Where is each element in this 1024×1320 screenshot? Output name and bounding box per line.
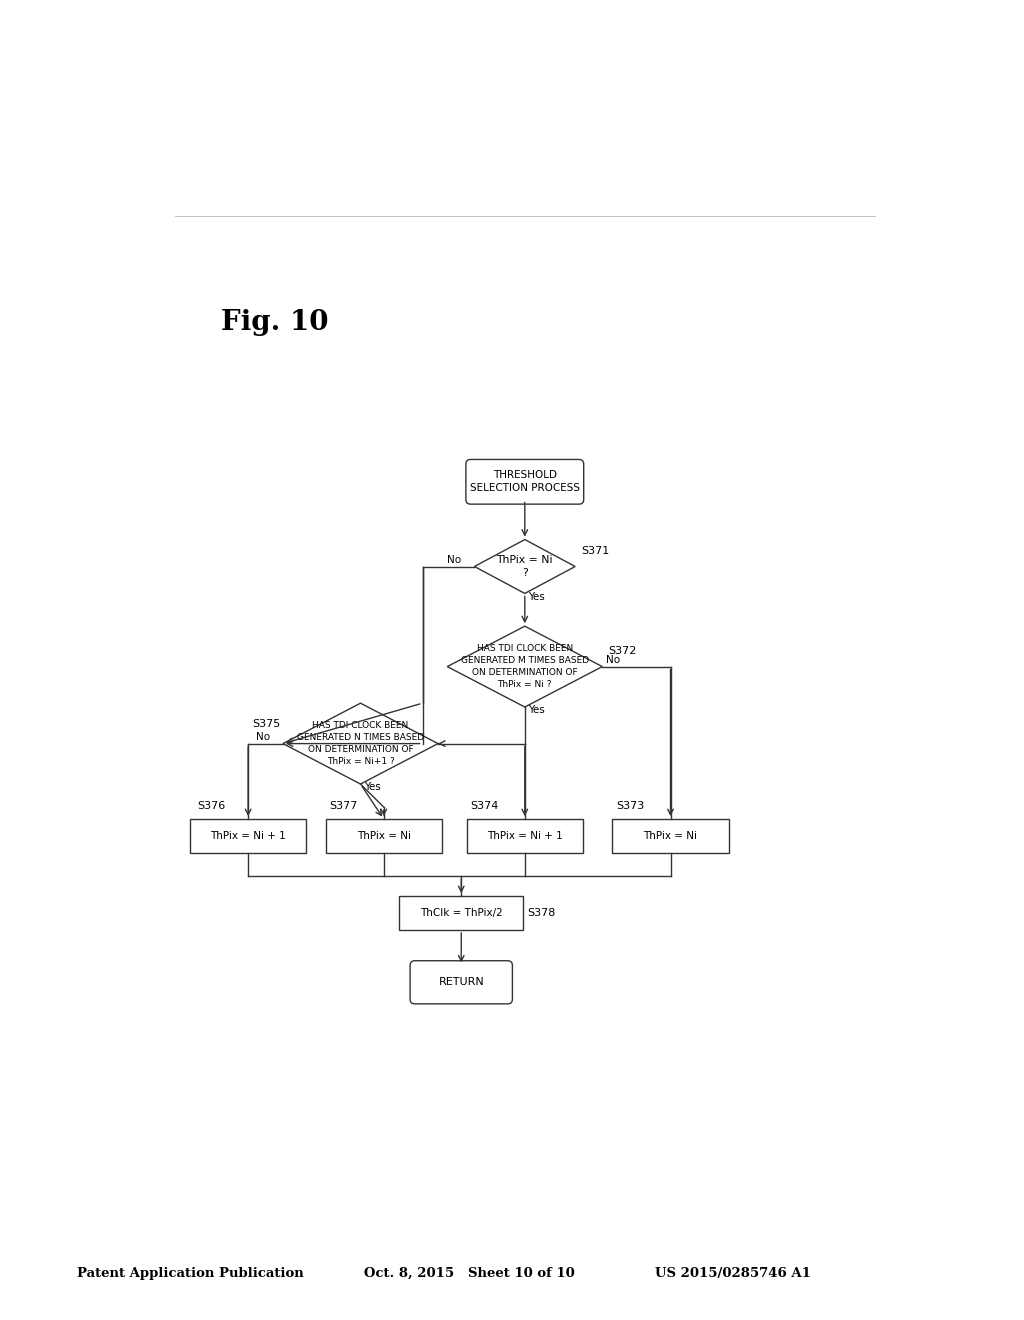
Text: S371: S371 [582,546,609,556]
Text: S373: S373 [616,801,644,812]
Polygon shape [447,626,602,708]
Text: S374: S374 [471,801,499,812]
Text: Yes: Yes [528,705,545,715]
Text: ThPix = Ni: ThPix = Ni [643,832,697,841]
Polygon shape [474,540,575,594]
Text: US 2015/0285746 A1: US 2015/0285746 A1 [655,1267,811,1280]
Text: No: No [447,554,462,565]
Bar [190,818,306,853]
Text: No: No [606,655,621,665]
Text: ThPix = Ni: ThPix = Ni [356,832,411,841]
Text: HAS TDI CLOCK BEEN
GENERATED M TIMES BASED
ON DETERMINATION OF
ThPix = Ni ?: HAS TDI CLOCK BEEN GENERATED M TIMES BAS… [461,644,589,689]
Bar [399,896,523,929]
Text: ThPix = Ni
?: ThPix = Ni ? [497,554,553,578]
Text: THRESHOLD
SELECTION PROCESS: THRESHOLD SELECTION PROCESS [470,470,580,494]
FancyBboxPatch shape [466,459,584,504]
Text: Yes: Yes [364,783,380,792]
Text: Patent Application Publication: Patent Application Publication [77,1267,303,1280]
Text: Oct. 8, 2015   Sheet 10 of 10: Oct. 8, 2015 Sheet 10 of 10 [364,1267,574,1280]
Polygon shape [283,704,438,784]
Text: ThPix = Ni + 1: ThPix = Ni + 1 [210,832,286,841]
Bar [326,818,442,853]
Text: S376: S376 [198,801,226,812]
Text: ThPix = Ni + 1: ThPix = Ni + 1 [487,832,562,841]
Text: RETURN: RETURN [438,977,484,987]
Text: S372: S372 [608,647,637,656]
Text: Yes: Yes [528,591,545,602]
Text: S375: S375 [252,719,281,730]
Text: No: No [256,731,270,742]
Bar [467,818,583,853]
Bar [612,818,729,853]
FancyBboxPatch shape [410,961,512,1003]
Text: ThClk = ThPix/2: ThClk = ThPix/2 [420,908,503,917]
Text: Fig. 10: Fig. 10 [221,309,329,335]
Text: S377: S377 [330,801,357,812]
Text: S378: S378 [527,908,555,917]
Text: HAS TDI CLOCK BEEN
GENERATED N TIMES BASED
ON DETERMINATION OF
ThPix = Ni+1 ?: HAS TDI CLOCK BEEN GENERATED N TIMES BAS… [297,722,424,766]
